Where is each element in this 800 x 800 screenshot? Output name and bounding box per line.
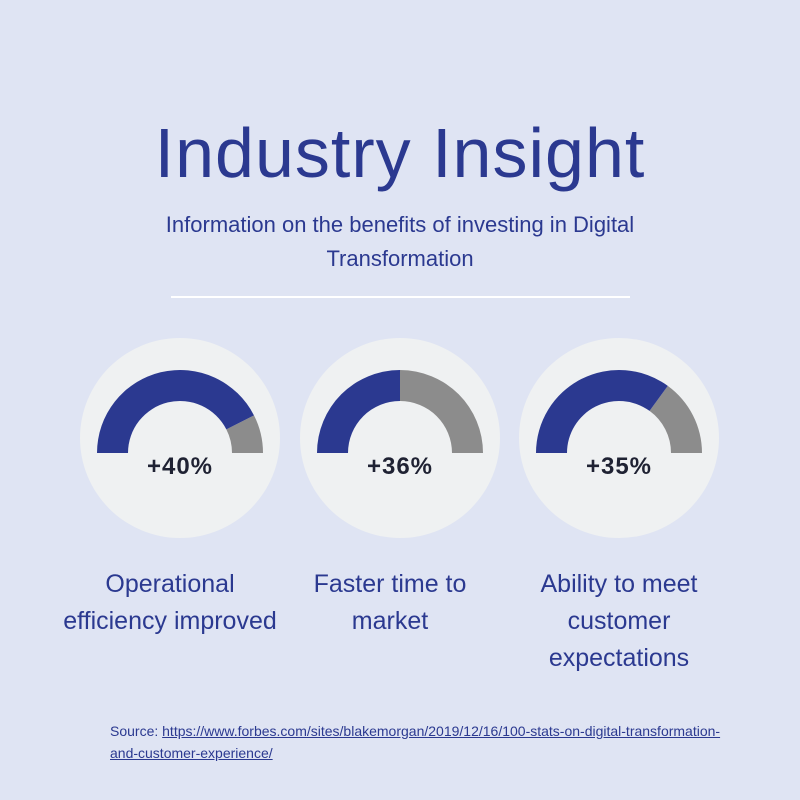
source-link[interactable]: https://www.forbes.com/sites/blakemorgan… [110,723,721,761]
gauge-label: Faster time to market [313,570,467,635]
gauge-fill-arc [536,370,668,453]
gauge-remainder-arc [649,385,702,453]
gauge-value: +40% [146,453,214,480]
gauge-fill-arc [317,370,400,453]
gauge-card-operational-efficiency: +40% [80,338,280,538]
gauge-label: Operational efficiency improved [63,570,277,635]
gauge-fill-arc [97,370,254,453]
source-prefix: Source: [110,723,163,739]
gauge-chart [536,370,702,453]
gauge-remainder-arc [226,415,263,453]
divider [171,296,630,298]
page-subtitle: Information on the benefits of investing… [165,212,635,271]
gauge-value: +36% [366,453,434,480]
gauge-card-customer-expectations: +35% [519,338,719,538]
gauge-chart [317,370,483,453]
gauge-label: Ability to meet customer expectations [540,570,698,672]
gauge-remainder-arc [400,370,483,453]
source-note: Source: https://www.forbes.com/sites/bla… [110,720,730,764]
gauge-value: +35% [585,453,653,480]
gauge-chart [97,370,263,453]
gauge-card-time-to-market: +36% [300,338,500,538]
page-title: Industry Insight [154,114,646,192]
